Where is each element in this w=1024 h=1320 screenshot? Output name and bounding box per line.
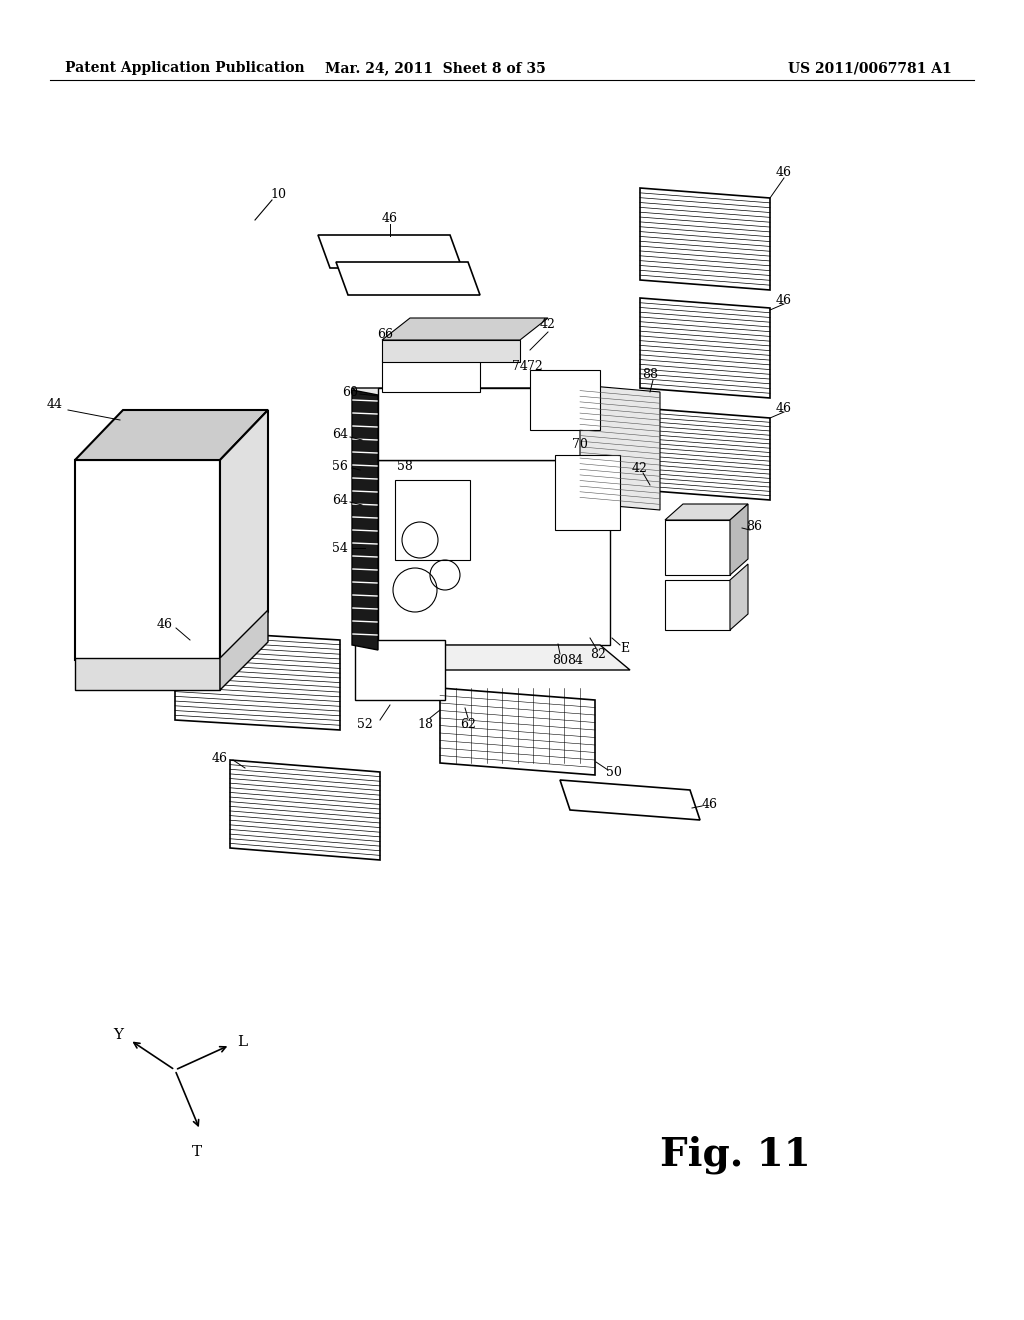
Text: 60: 60 — [342, 385, 358, 399]
Text: 70: 70 — [572, 438, 588, 451]
Text: 46: 46 — [776, 293, 792, 306]
Text: Patent Application Publication: Patent Application Publication — [65, 61, 304, 75]
Text: 86: 86 — [746, 520, 762, 533]
Text: 88: 88 — [642, 368, 658, 381]
Text: 84: 84 — [567, 653, 583, 667]
Text: 66: 66 — [377, 329, 393, 342]
Polygon shape — [352, 388, 640, 411]
Text: 56: 56 — [332, 459, 348, 473]
Polygon shape — [318, 235, 462, 268]
Polygon shape — [580, 385, 660, 510]
Polygon shape — [555, 455, 620, 531]
Polygon shape — [665, 520, 730, 576]
Text: 46: 46 — [157, 619, 173, 631]
Polygon shape — [75, 657, 220, 690]
Text: 82: 82 — [590, 648, 606, 661]
Polygon shape — [352, 389, 378, 649]
Text: 58: 58 — [397, 461, 413, 474]
Text: Fig. 11: Fig. 11 — [660, 1135, 811, 1175]
Polygon shape — [530, 370, 600, 430]
Polygon shape — [640, 408, 770, 500]
Polygon shape — [378, 459, 610, 645]
Text: 72: 72 — [527, 359, 543, 372]
Text: 46: 46 — [212, 751, 228, 764]
Polygon shape — [75, 459, 220, 660]
Text: US 2011/0067781 A1: US 2011/0067781 A1 — [788, 61, 952, 75]
Polygon shape — [378, 388, 610, 459]
Polygon shape — [395, 480, 470, 560]
Text: 64: 64 — [332, 429, 348, 441]
Polygon shape — [336, 261, 480, 294]
Polygon shape — [440, 688, 595, 775]
Text: 10: 10 — [270, 187, 286, 201]
Text: 46: 46 — [776, 165, 792, 178]
Text: E: E — [621, 642, 630, 655]
Text: 50: 50 — [606, 766, 622, 779]
Text: 64: 64 — [332, 494, 348, 507]
Text: 46: 46 — [382, 211, 398, 224]
Text: 74: 74 — [512, 359, 528, 372]
Polygon shape — [640, 187, 770, 290]
Text: 62: 62 — [460, 718, 476, 730]
Polygon shape — [355, 640, 445, 700]
Text: 54: 54 — [332, 541, 348, 554]
Text: T: T — [191, 1144, 202, 1159]
Text: Y: Y — [113, 1028, 123, 1041]
Text: 46: 46 — [776, 401, 792, 414]
Text: L: L — [237, 1035, 247, 1049]
Polygon shape — [220, 411, 268, 660]
Text: 80: 80 — [552, 653, 568, 667]
Polygon shape — [355, 645, 630, 671]
Text: Mar. 24, 2011  Sheet 8 of 35: Mar. 24, 2011 Sheet 8 of 35 — [325, 61, 546, 75]
Polygon shape — [382, 318, 548, 341]
Polygon shape — [382, 360, 480, 392]
Polygon shape — [230, 760, 380, 861]
Polygon shape — [220, 610, 268, 690]
Polygon shape — [665, 579, 730, 630]
Text: 46: 46 — [702, 797, 718, 810]
Polygon shape — [665, 504, 748, 520]
Text: 44: 44 — [47, 399, 63, 412]
Polygon shape — [730, 564, 748, 630]
Polygon shape — [560, 780, 700, 820]
Polygon shape — [75, 411, 268, 459]
Polygon shape — [175, 630, 340, 730]
Text: 42: 42 — [632, 462, 648, 474]
Text: 42: 42 — [540, 318, 556, 331]
Polygon shape — [382, 341, 520, 362]
Polygon shape — [640, 298, 770, 399]
Polygon shape — [730, 504, 748, 576]
Text: 52: 52 — [357, 718, 373, 730]
Text: 18: 18 — [417, 718, 433, 730]
